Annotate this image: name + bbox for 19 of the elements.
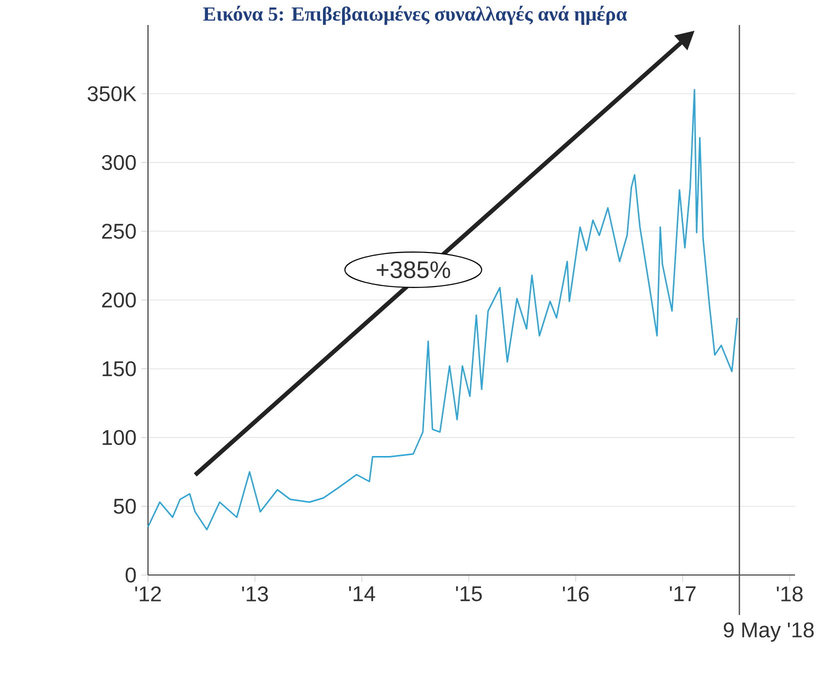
line-series <box>147 88 738 530</box>
x-tick-label: '15 <box>456 586 482 602</box>
y-tick-label: 100 <box>102 430 136 446</box>
x-tick-label: '14 <box>349 586 376 602</box>
ref-line-label: 9 May '18 <box>724 622 814 642</box>
x-tick-label: '12 <box>135 586 161 602</box>
y-tick-label: 350K <box>88 86 136 102</box>
x-tick-label: '13 <box>242 586 268 602</box>
x-tick-label: '18 <box>776 586 803 602</box>
x-tick-label: '17 <box>670 586 696 602</box>
y-tick-label: 300 <box>102 154 136 170</box>
y-tick-label: 150 <box>102 361 136 376</box>
y-tick-label: 200 <box>102 292 136 308</box>
y-tick-label: 0 <box>126 567 136 583</box>
x-tick-label: '16 <box>562 586 589 602</box>
annotation: +385% <box>376 261 450 278</box>
chart-title: Εικόνα 5: Επιβεβαιωμένες συναλλαγές ανά ημέρα <box>203 6 627 25</box>
y-tick-label: 250 <box>102 224 136 239</box>
y-tick-label: 50 <box>114 498 136 514</box>
